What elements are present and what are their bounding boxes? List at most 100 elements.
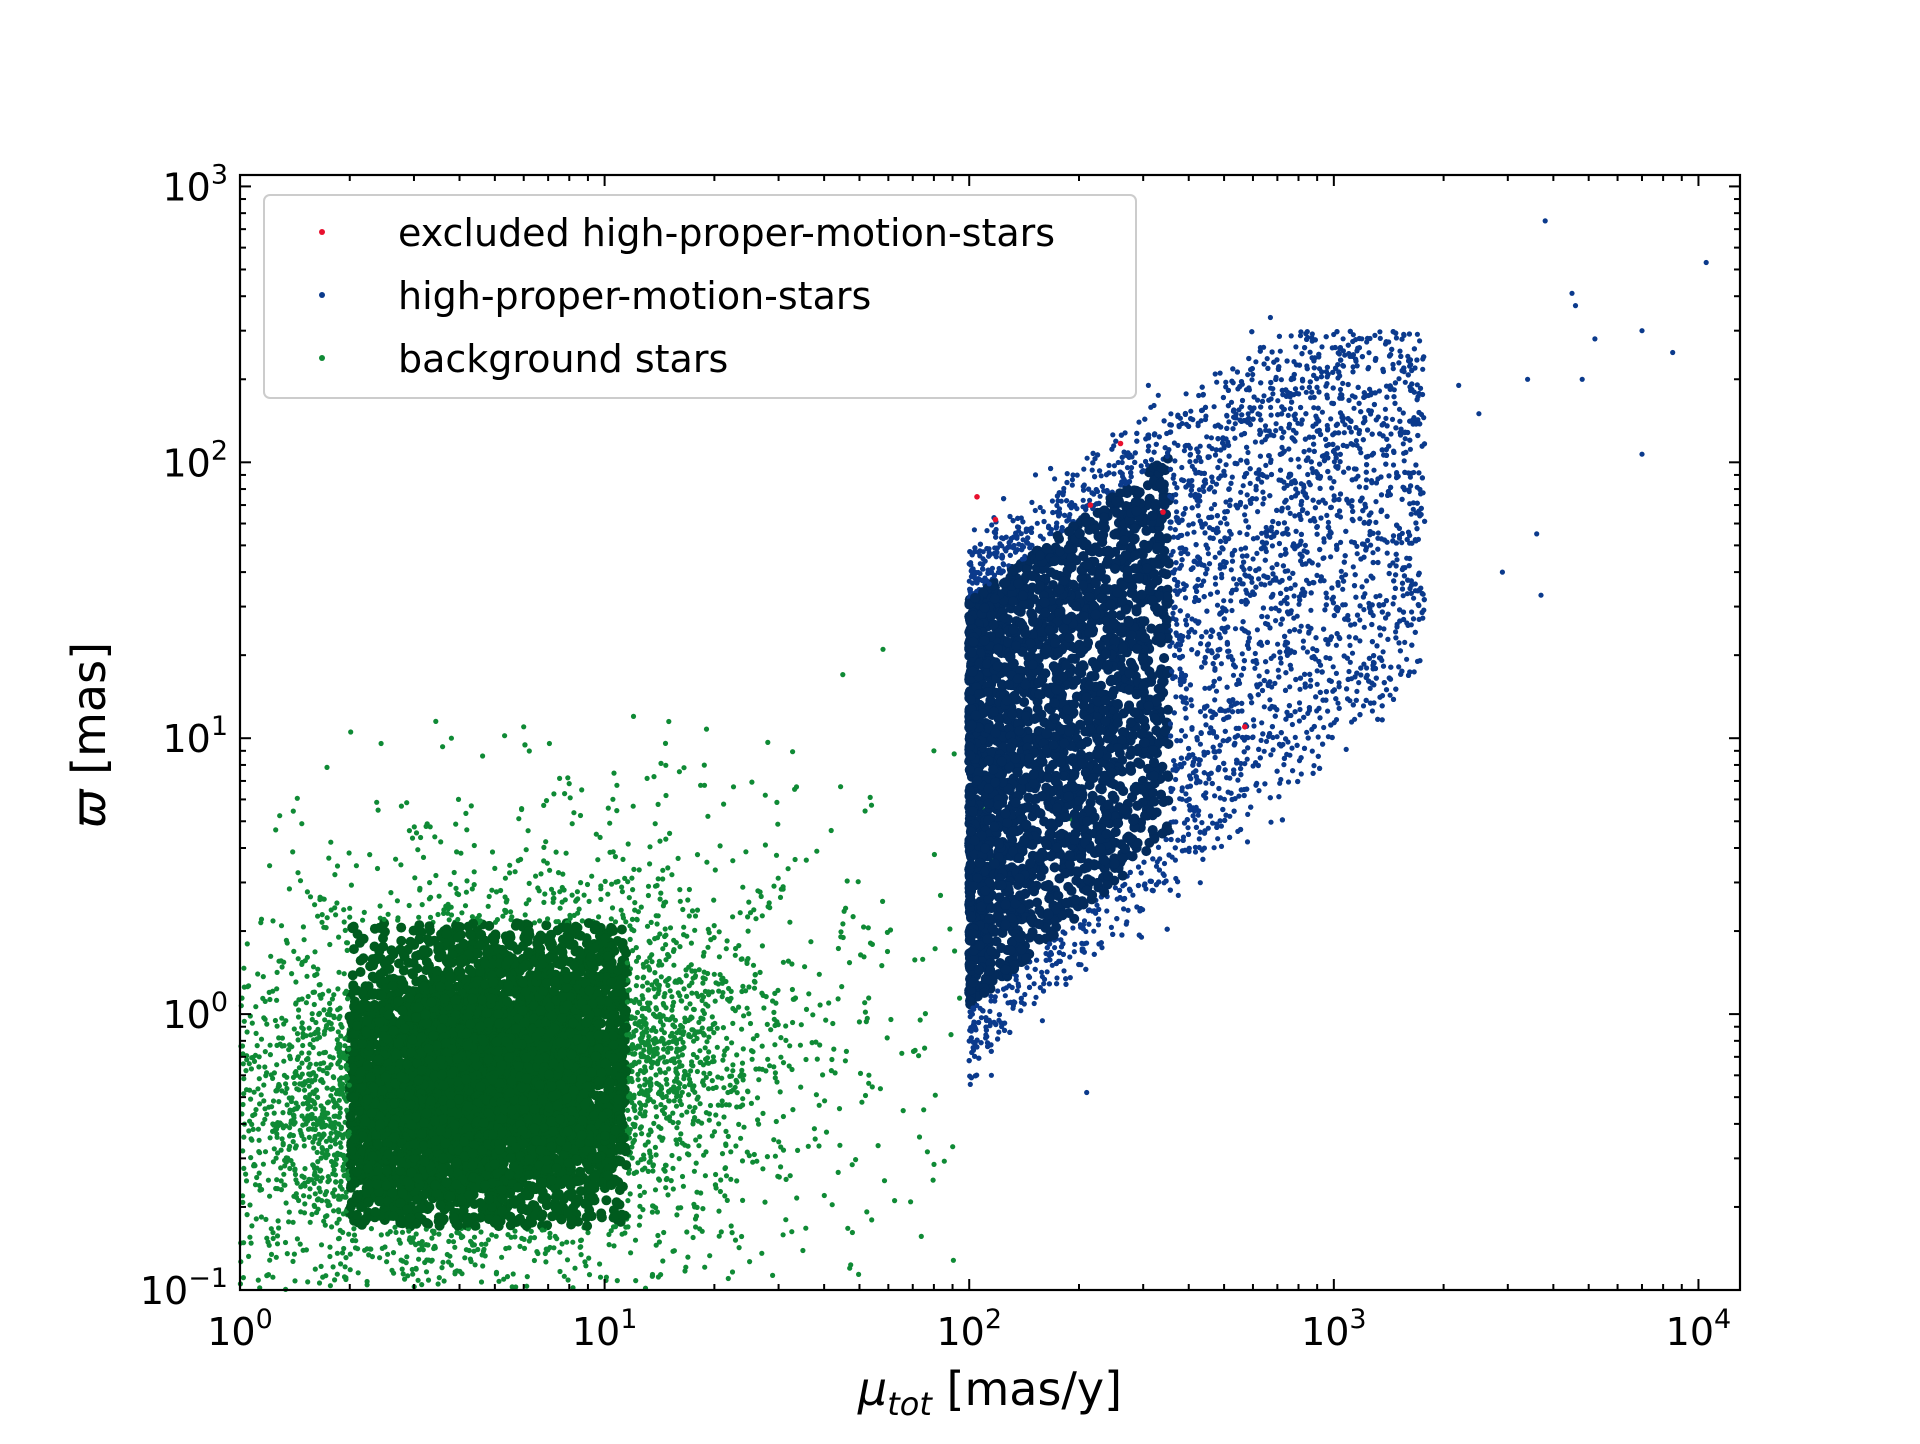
background-star-point: [729, 1073, 735, 1079]
background-star-point: [320, 1079, 326, 1085]
background-star-point: [526, 748, 532, 754]
background-star-point: [281, 1182, 287, 1188]
background-star-point: [681, 924, 687, 930]
background-star-point: [274, 997, 280, 1003]
background-star-point: [662, 740, 669, 747]
background-star-point: [272, 1017, 278, 1024]
background-star-point: [686, 913, 692, 919]
background-star-point: [308, 1032, 314, 1038]
background-star-point: [608, 916, 614, 922]
background-star-point: [721, 1052, 727, 1058]
background-star-point: [794, 1195, 800, 1201]
background-star-point: [267, 1257, 273, 1263]
background-star-point: [264, 1111, 270, 1117]
background-star-point: [646, 1034, 652, 1040]
background-star-point: [714, 1025, 720, 1031]
background-star-point: [719, 994, 725, 1000]
background-star-point: [507, 870, 513, 876]
background-star-point: [326, 855, 332, 861]
background-star-point: [816, 1143, 822, 1149]
background-star-point: [471, 842, 477, 849]
background-star-point: [448, 1233, 454, 1239]
background-star-point: [301, 1193, 307, 1199]
background-star-point: [637, 1192, 643, 1199]
background-star-point: [516, 816, 522, 822]
background-star-point: [682, 1084, 688, 1090]
background-star-point: [629, 875, 635, 881]
background-star-point: [701, 762, 707, 768]
background-star-point: [734, 1178, 740, 1184]
background-star-point: [524, 1283, 530, 1289]
background-star-point: [478, 1279, 485, 1285]
background-star-point: [631, 1103, 638, 1109]
background-star-point: [580, 1198, 591, 1209]
background-star-point: [835, 945, 842, 952]
background-star-point: [567, 795, 573, 801]
background-star-point: [730, 858, 736, 864]
background-star-point: [637, 1110, 643, 1116]
background-star-point: [741, 1013, 747, 1019]
background-star-point: [805, 1143, 811, 1149]
background-star-point: [787, 919, 793, 925]
background-star-point: [725, 1089, 731, 1096]
background-star-point: [273, 1254, 279, 1260]
background-star-point: [447, 881, 453, 887]
background-star-point: [750, 962, 757, 968]
background-star-point: [605, 805, 611, 811]
background-star-point: [472, 1262, 478, 1268]
background-star-point: [855, 879, 861, 885]
data-points: [237, 218, 1709, 1292]
background-star-point: [331, 1208, 337, 1214]
background-star-point: [708, 937, 714, 943]
background-star-point: [713, 1112, 719, 1118]
background-star-point: [334, 863, 341, 869]
background-star-point: [597, 1261, 603, 1267]
background-star-point: [288, 1098, 294, 1105]
background-star-point: [826, 1000, 832, 1006]
background-star-point: [524, 1274, 530, 1280]
background-star-point: [327, 1054, 333, 1060]
background-star-point: [531, 1235, 538, 1241]
background-star-point: [312, 949, 318, 955]
background-star-point: [762, 842, 769, 848]
background-star-point: [844, 878, 850, 884]
background-star-point: [716, 988, 722, 994]
background-star-point: [838, 929, 844, 935]
background-star-point: [675, 855, 681, 862]
background-star-point: [286, 1209, 292, 1215]
background-star-point: [705, 944, 711, 950]
background-star-point: [263, 1216, 269, 1222]
background-star-point: [281, 1171, 287, 1177]
background-star-point: [757, 969, 763, 976]
background-star-point: [712, 1182, 719, 1188]
background-star-point: [302, 1201, 308, 1207]
background-star-point: [908, 1199, 914, 1205]
background-star-point: [291, 1193, 297, 1199]
background-star-point: [947, 926, 953, 932]
background-star-point: [561, 1273, 567, 1279]
background-star-point: [531, 1257, 538, 1264]
background-star-point: [767, 1063, 773, 1069]
background-star-point: [287, 1107, 293, 1113]
background-star-point: [267, 1193, 273, 1199]
background-star-point: [725, 1133, 731, 1139]
background-star-point: [813, 1092, 820, 1098]
background-star-point: [693, 1213, 700, 1219]
background-star-point: [627, 1191, 633, 1197]
background-star-point: [251, 1163, 257, 1169]
background-star-point: [266, 989, 272, 996]
background-star-point: [736, 1121, 742, 1127]
background-star-point: [706, 1049, 712, 1055]
background-star-point: [706, 1117, 712, 1123]
background-star-point: [653, 1006, 660, 1012]
background-star-point: [627, 936, 633, 943]
background-star-point: [625, 1198, 631, 1204]
background-star-point: [338, 1144, 344, 1150]
background-star-point: [267, 1052, 273, 1058]
background-star-point: [347, 914, 353, 920]
background-star-point: [780, 1113, 787, 1120]
background-star-point: [243, 1178, 250, 1184]
background-star-point: [773, 1000, 779, 1006]
